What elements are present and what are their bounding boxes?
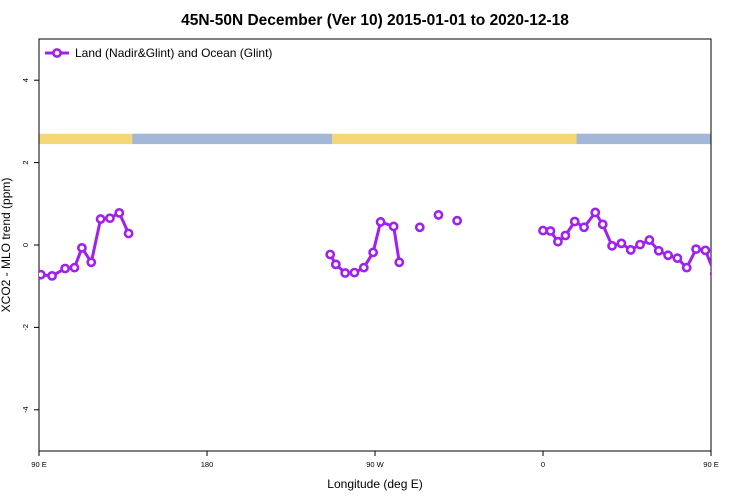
data-point [700,245,711,256]
data-point [538,225,548,236]
data-point [644,235,655,245]
data-point [95,214,106,224]
data-point [691,244,701,255]
y-tick-label: -4 [21,406,30,413]
x-tick-label: 90 E [703,460,718,469]
data-point [47,270,57,281]
data-point [349,267,360,278]
legend-label: Land (Nadir&Glint) and Ocean (Glint) [75,46,272,60]
data-point [123,228,134,239]
data-point [545,226,556,236]
band-ocean [132,133,333,145]
land-ocean-band [39,133,711,145]
data-point [325,249,336,260]
y-axis-label: XCO2 - MLO trend (ppm) [0,178,13,313]
data-point [60,263,71,274]
data-point [114,207,125,218]
data-point [625,245,636,255]
x-tick-label: 180 [201,460,214,469]
data-point [569,216,580,227]
x-axis-label: Longitude (deg E) [327,477,422,491]
y-tick-label: 0 [21,243,30,247]
y-tick-label: 4 [21,78,30,82]
band-ocean [576,133,711,145]
legend: Land (Nadir&Glint) and Ocean (Glint) [45,46,272,60]
data-point [709,270,711,278]
x-tick-label: 90 E [31,460,46,469]
data-point [433,210,444,220]
data-point [388,221,399,232]
band-land [39,133,711,145]
legend-marker [52,48,62,58]
data-point [368,247,379,258]
data-point [663,250,673,261]
data-point [579,222,589,233]
data-point [732,265,739,272]
data-point [653,245,664,256]
data-point [69,262,80,273]
data-point [607,240,617,251]
data-point [597,219,608,230]
data-point [681,262,692,273]
series-line [40,210,130,278]
data-point [672,253,683,264]
data-point [330,259,341,270]
chart-title: 45N-50N December (Ver 10) 2015-01-01 to … [181,12,569,29]
data-point [452,215,463,226]
x-tick-label: 0 [541,460,545,469]
series-layer [39,207,748,281]
data-point [86,257,97,268]
y-tick-label: 2 [21,161,30,165]
data-point [553,236,563,247]
data-point [560,230,571,241]
data-point [77,242,87,253]
data-point [39,269,46,280]
data-point [635,239,645,250]
data-point [590,207,601,218]
data-point [105,213,115,224]
data-point [340,268,351,278]
data-point [375,217,386,227]
data-point [741,264,748,271]
data-point [358,262,369,273]
data-point [414,222,425,233]
data-point [616,238,627,249]
y-tick-label: -2 [21,324,30,331]
data-point [722,272,729,279]
x-tick-label: 90 W [366,460,384,469]
data-point [394,257,405,268]
